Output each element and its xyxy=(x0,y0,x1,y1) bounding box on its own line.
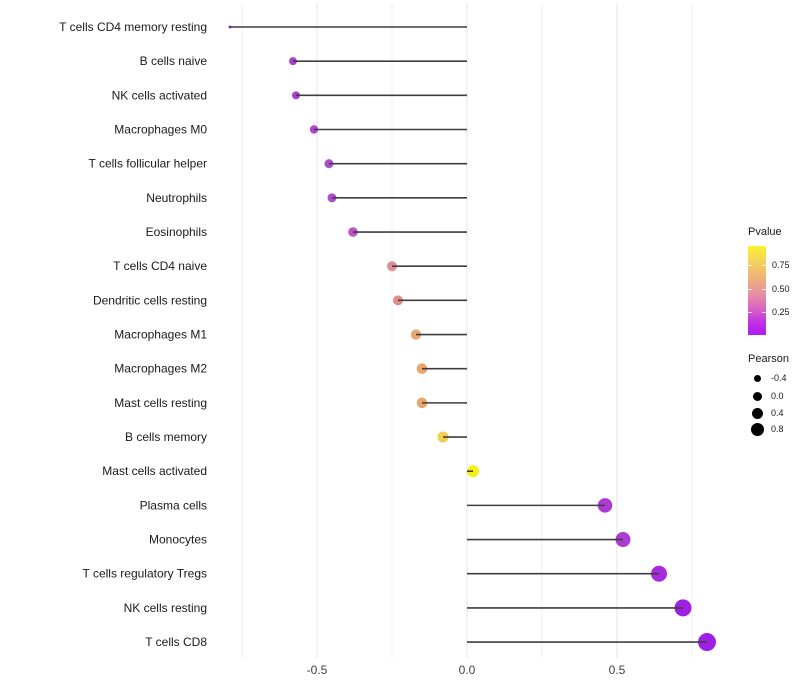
colorbar-tick-mark xyxy=(762,311,766,313)
y-axis-label: Plasma cells xyxy=(140,498,207,512)
y-axis-label: Macrophages M0 xyxy=(114,123,207,137)
x-tick-label: 0.0 xyxy=(459,663,476,677)
y-axis-label: Macrophages M2 xyxy=(114,362,207,376)
y-axis-label: Monocytes xyxy=(149,533,207,547)
y-axis-label: Neutrophils xyxy=(146,191,207,205)
y-axis-label: T cells follicular helper xyxy=(89,157,208,171)
y-axis-label: NK cells activated xyxy=(112,88,207,102)
pearson-size-label: 0.0 xyxy=(771,391,784,401)
colorbar-tick-mark xyxy=(762,288,766,290)
colorbar-tick-mark xyxy=(748,288,752,290)
pearson-size-label: -0.4 xyxy=(771,373,787,383)
y-axis-label: Mast cells resting xyxy=(114,396,207,410)
y-axis-label: T cells CD4 naive xyxy=(113,259,207,273)
y-axis-label: Macrophages M1 xyxy=(114,328,207,342)
colorbar-tick-mark xyxy=(748,265,752,267)
pvalue-legend-title: Pvalue xyxy=(748,226,782,238)
y-axis-label: T cells CD8 xyxy=(145,635,207,649)
colorbar-tick-label: 0.25 xyxy=(772,306,790,317)
pearson-legend-title: Pearson xyxy=(748,353,789,365)
y-axis-label: T cells CD4 memory resting xyxy=(59,20,207,34)
colorbar-tick-label: 0.50 xyxy=(772,283,790,294)
y-axis-label: B cells memory xyxy=(125,430,207,444)
pearson-size-dot xyxy=(752,391,762,401)
x-tick-label: 0.5 xyxy=(609,663,626,677)
pearson-size-label: 0.4 xyxy=(771,408,784,418)
pearson-size-dot xyxy=(750,422,764,436)
y-axis-label: Eosinophils xyxy=(146,225,207,239)
colorbar-tick-mark xyxy=(762,265,766,267)
x-tick-label: -0.5 xyxy=(307,663,328,677)
pvalue-colorbar xyxy=(748,246,766,335)
y-axis-label: T cells regulatory Tregs xyxy=(83,567,208,581)
y-axis-label: Dendritic cells resting xyxy=(93,293,207,307)
colorbar-tick-label: 0.75 xyxy=(772,260,790,271)
y-axis-label: NK cells resting xyxy=(124,601,207,615)
pearson-size-label: 0.8 xyxy=(771,424,784,434)
colorbar-tick-mark xyxy=(748,311,752,313)
y-axis-label: Mast cells activated xyxy=(102,464,207,478)
pearson-size-dot xyxy=(751,407,763,419)
y-axis-label: B cells naive xyxy=(140,54,208,68)
pearson-size-dot xyxy=(753,374,761,382)
